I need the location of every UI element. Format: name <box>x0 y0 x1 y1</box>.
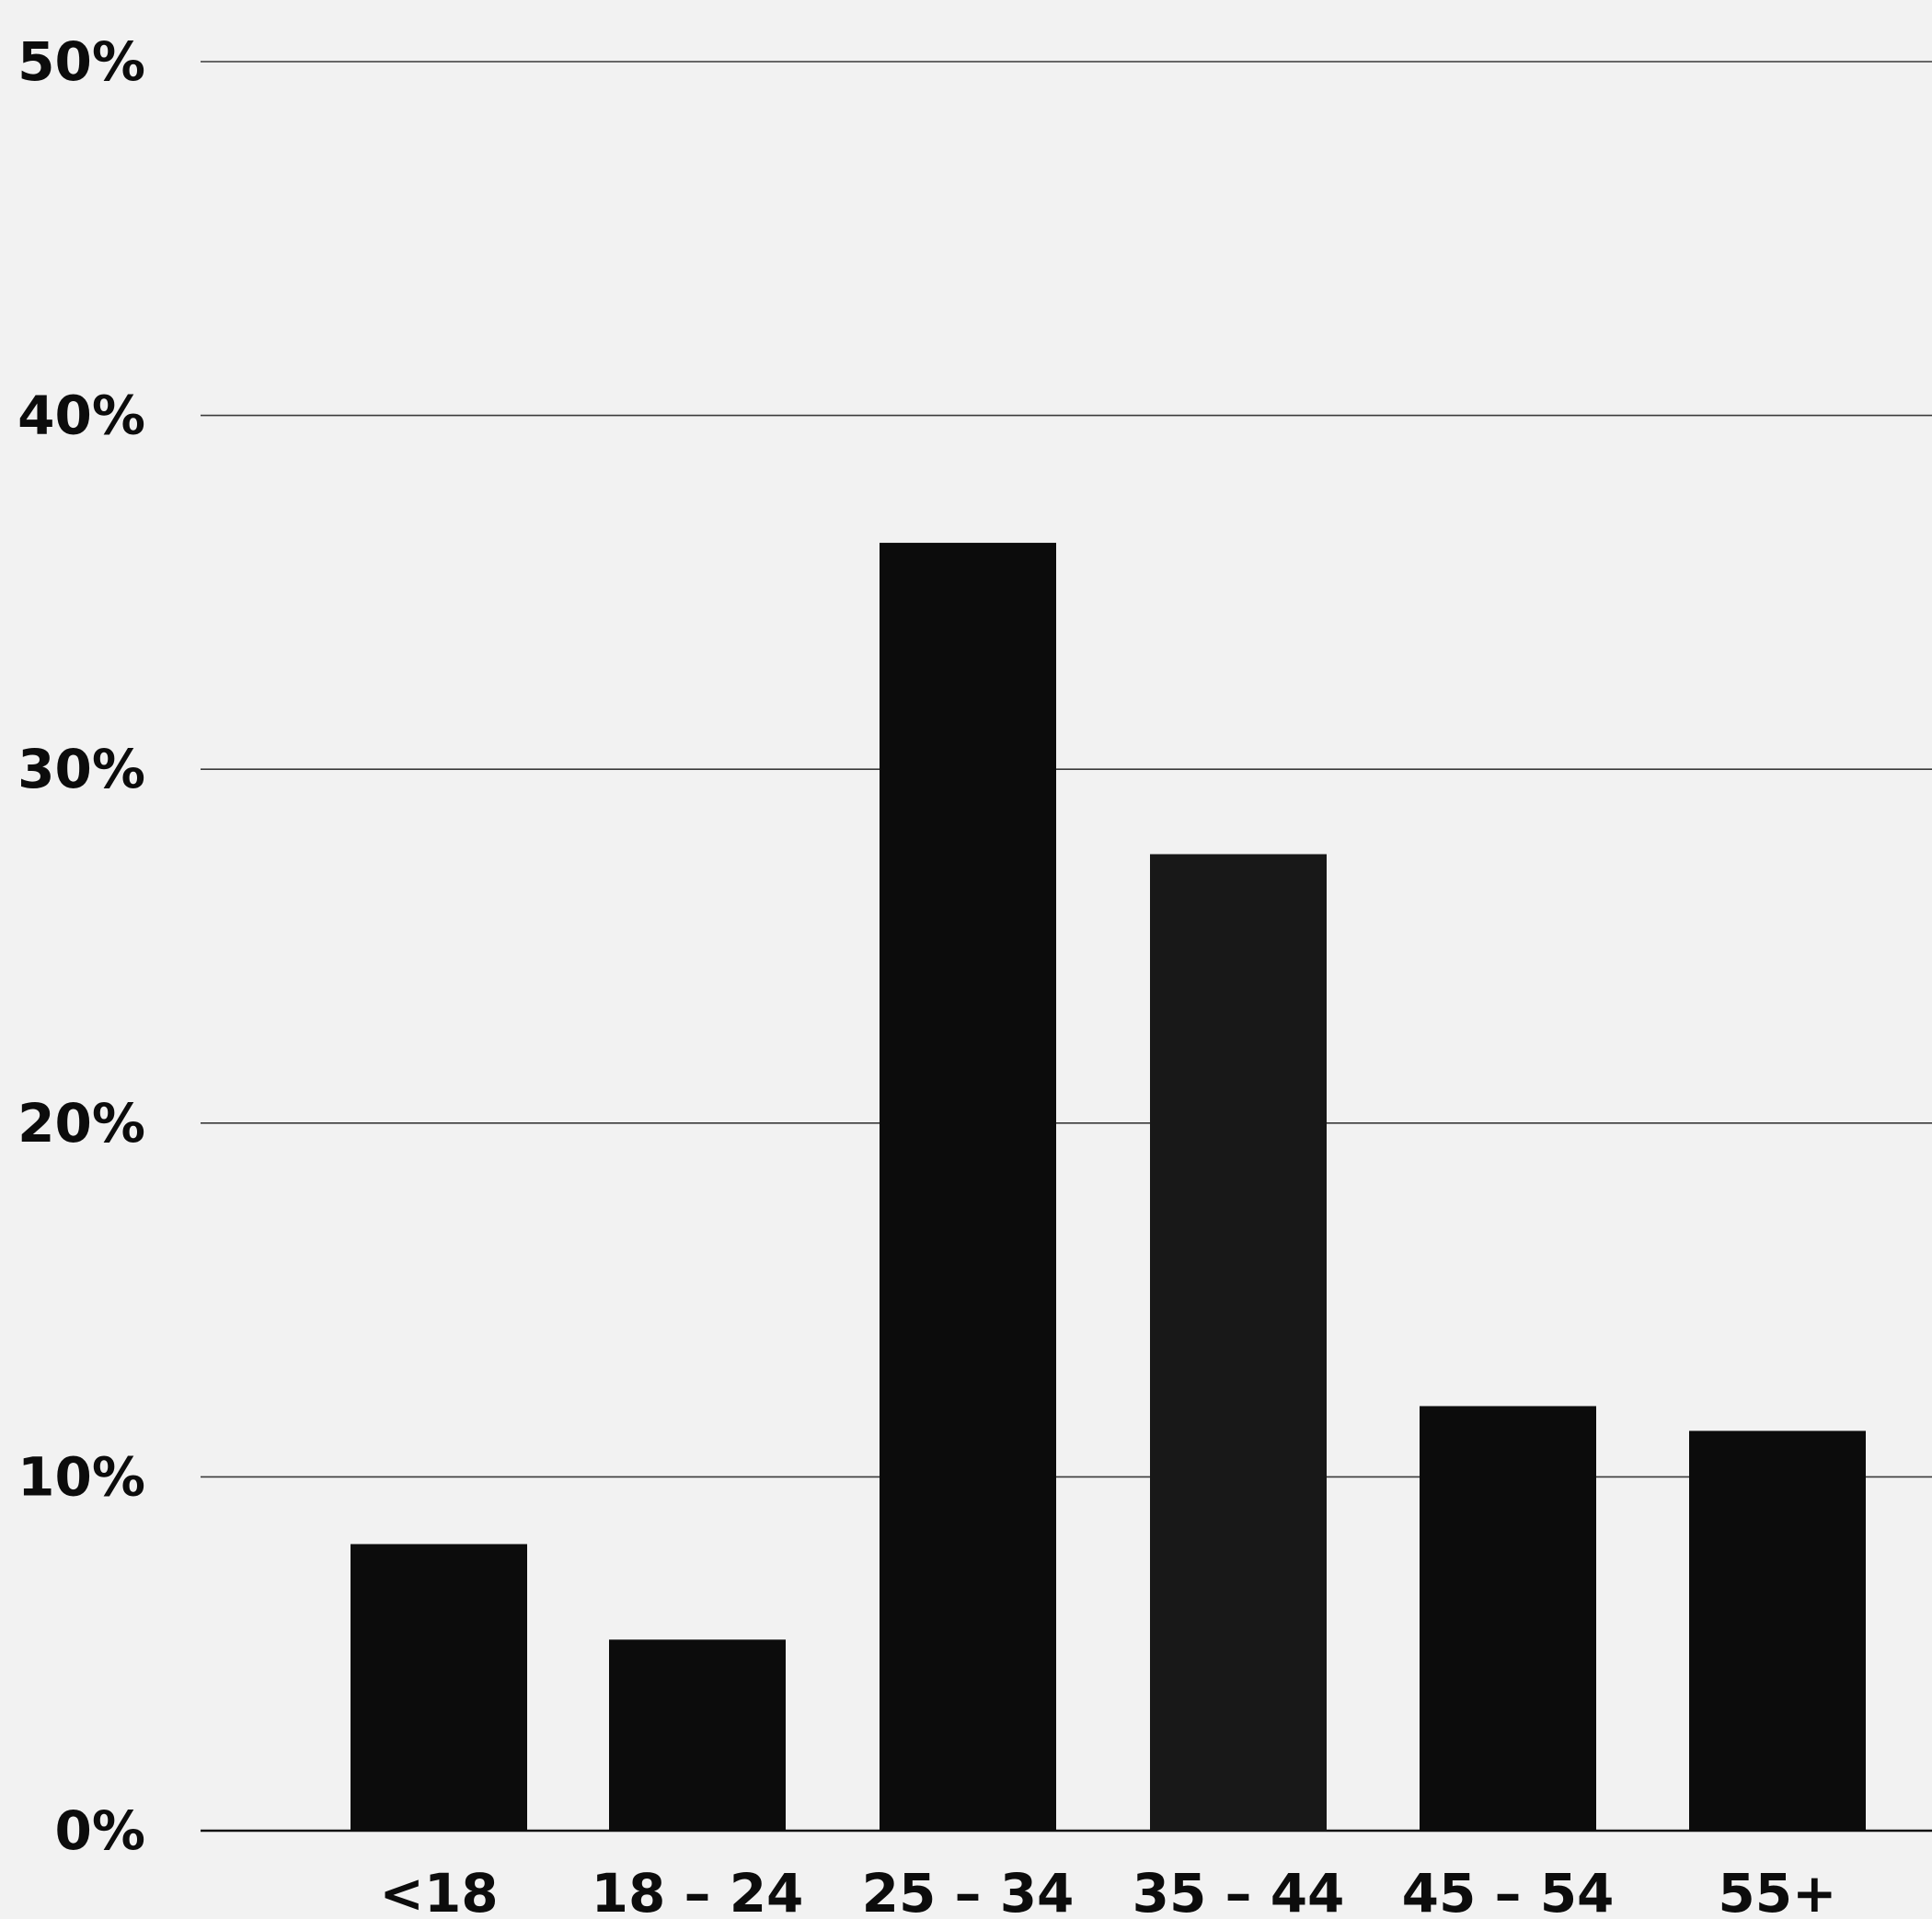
y-tick-label-50: 50% <box>17 30 145 93</box>
y-tick-label-30: 30% <box>17 738 145 800</box>
y-tick-label-0: 0% <box>55 1799 145 1862</box>
x-category-label-3: 25 – 34 <box>862 1862 1075 1919</box>
y-tick-label-10: 10% <box>17 1445 145 1508</box>
x-category-label-2: 18 – 24 <box>592 1862 804 1919</box>
bars <box>351 543 1866 1831</box>
x-axis-category-labels: <18 18 – 24 25 – 34 35 – 44 45 – 54 55+ <box>379 1862 1836 1919</box>
x-category-label-4: 35 – 44 <box>1133 1862 1345 1919</box>
x-category-label-1: <18 <box>379 1862 498 1919</box>
y-tick-label-20: 20% <box>17 1092 145 1155</box>
bar-6 <box>1689 1431 1866 1831</box>
y-tick-label-40: 40% <box>17 385 145 447</box>
y-axis-tick-labels: 0% 10% 20% 30% 40% 50% <box>17 30 145 1862</box>
bar-2 <box>609 1639 786 1831</box>
bar-1 <box>351 1544 527 1831</box>
bar-5 <box>1420 1406 1596 1831</box>
bar-4 <box>1150 854 1327 1831</box>
bar-3 <box>880 543 1056 1831</box>
x-category-label-5: 45 – 54 <box>1402 1862 1615 1919</box>
x-category-label-6: 55+ <box>1718 1862 1836 1919</box>
gridlines <box>201 61 1932 1833</box>
